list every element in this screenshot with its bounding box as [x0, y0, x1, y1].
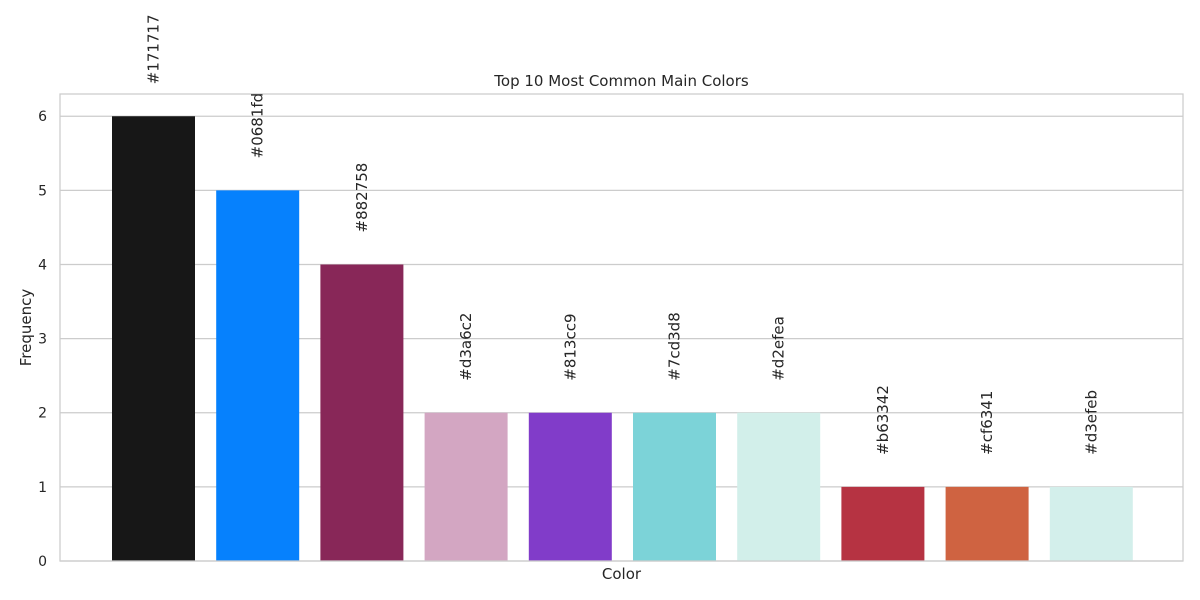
- bar: [424, 412, 508, 561]
- bar: [737, 412, 821, 561]
- bar-labels: #171717 #0681fd #882758 #d3a6c2 #813cc9 #7cd3…: [145, 14, 1101, 454]
- bar-value-label: #813cc9: [561, 313, 579, 380]
- x-axis-label: Color: [602, 565, 642, 583]
- y-tick-labels: 0 1 2 3 4 5 6: [38, 109, 47, 570]
- bar: [633, 412, 716, 561]
- bar-value-label: #d3efeb: [1082, 390, 1100, 455]
- bar: [112, 116, 195, 561]
- bar: [945, 486, 1029, 561]
- bars: [112, 116, 1133, 561]
- y-tick-label: 3: [38, 332, 47, 348]
- bar: [528, 412, 612, 561]
- bar: [1049, 486, 1133, 561]
- bar-value-label: #d3a6c2: [457, 313, 475, 381]
- plot-frame: [59, 93, 1184, 562]
- bar-value-label: #cf6341: [978, 391, 996, 455]
- y-tick-label: 6: [38, 109, 47, 125]
- y-tick-label: 5: [38, 183, 47, 199]
- bar: [216, 190, 300, 561]
- bar-value-label: #0681fd: [249, 93, 267, 159]
- chart-title: Top 10 Most Common Main Colors: [493, 72, 749, 90]
- y-tick-label: 2: [38, 406, 47, 422]
- bar: [841, 486, 925, 561]
- bar-value-label: #882758: [353, 163, 371, 233]
- y-tick-label: 1: [38, 480, 47, 496]
- y-tick-label: 0: [38, 554, 47, 570]
- bar-value-label: #d2efea: [770, 316, 788, 381]
- y-tick-label: 4: [38, 257, 47, 273]
- y-axis-label: Frequency: [17, 289, 35, 367]
- bar-value-label: #171717: [145, 14, 163, 84]
- bar-value-label: #b63342: [874, 385, 892, 455]
- bar: [320, 264, 404, 561]
- bar-value-label: #7cd3d8: [666, 312, 684, 381]
